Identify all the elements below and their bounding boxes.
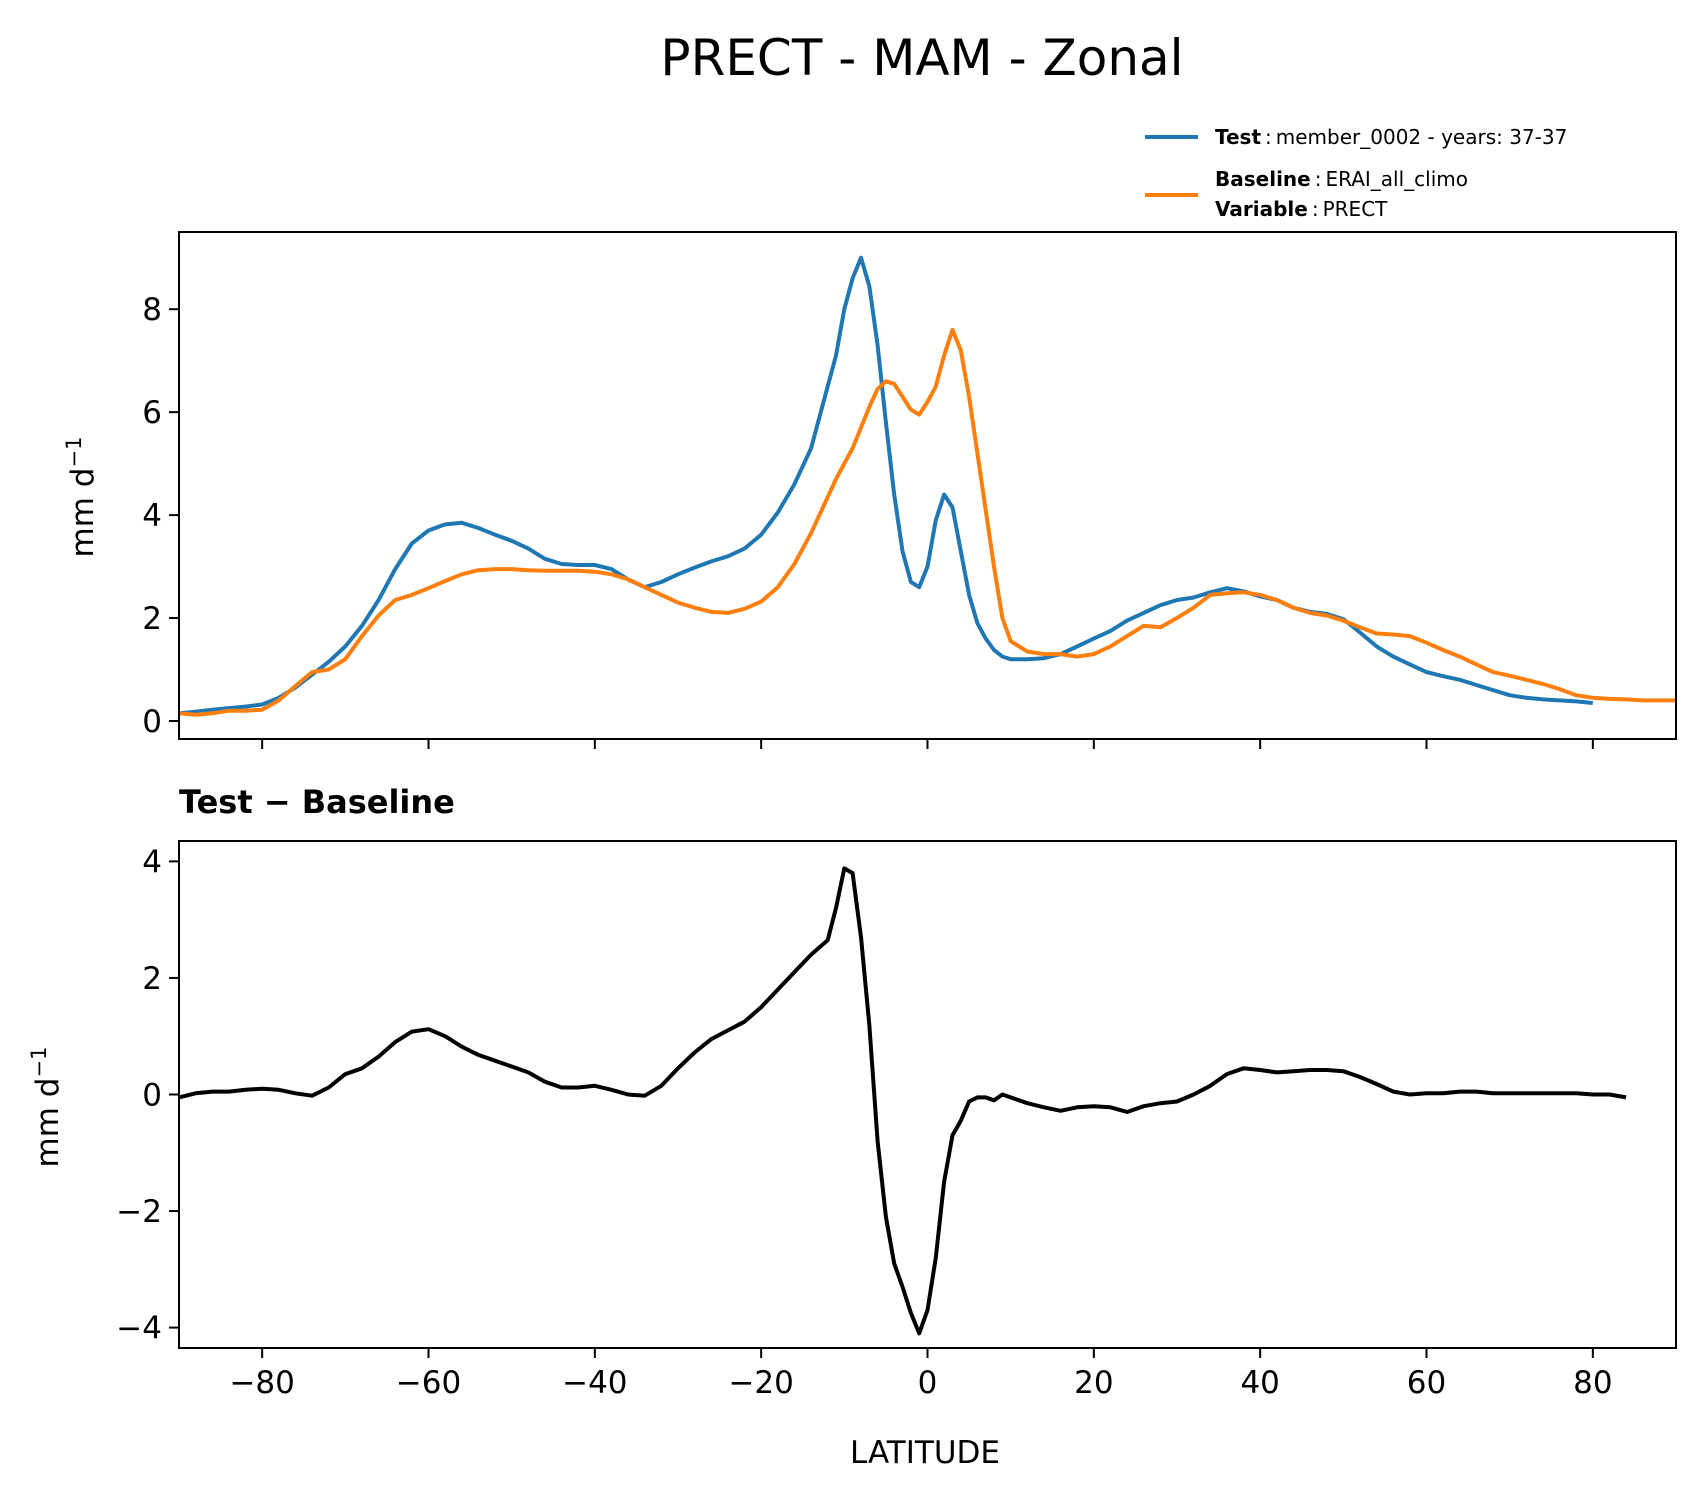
diff-panel-title: Test − Baseline [179,783,455,821]
top-y-tick-label: 0 [142,704,162,740]
bottom-y-axis-label: mm d−1 [27,1047,66,1168]
diff-x-tick-label: −80 [229,1365,294,1401]
figure-title: PRECT - MAM - Zonal [660,29,1183,87]
top-y-tick-label: 4 [142,498,162,534]
diff-x-tick-label: 80 [1573,1365,1612,1401]
diff-series-test-baseline [178,866,1627,1336]
legend-baseline-text: ERAI_all_climo [1325,167,1468,191]
top-y-tick-label: 6 [142,395,162,431]
legend-variable-sep: : [1312,197,1319,221]
top-y-axis-label-text: mm d [65,468,101,558]
diff-y-tick-label: 4 [142,844,162,880]
diff-x-tick-label: 60 [1407,1365,1446,1401]
top-axes-frame [178,231,1677,740]
legend-baseline-sep: : [1315,167,1322,191]
top-panel: 0 2 4 6 8 [142,231,1677,749]
diff-x-tick-label: 0 [918,1365,938,1401]
top-y-tick-label: 2 [142,601,162,637]
legend-variable-text: PRECT [1323,197,1389,221]
top-y-axis-label: mm d−1 [62,437,101,558]
diff-y-tick-label: 2 [142,961,162,997]
legend-test-key: Test [1215,125,1261,149]
top-series-test [178,255,1593,716]
legend: Test: member_0002 - years: 37-37 Baseline… [1145,125,1567,221]
svg-text:Test:member_0002 - years: 37-3: Test: member_0002 - years: 37-37 [1215,125,1567,149]
diff-axes-frame [178,840,1677,1349]
legend-test-text: member_0002 - years: 37-37 [1276,125,1568,149]
x-axis-label: LATITUDE [850,1435,1000,1471]
diff-y-tick-label: −4 [116,1311,162,1347]
legend-variable-key: Variable [1215,197,1308,221]
top-y-axis-label-sup: −1 [62,437,86,468]
diff-y-tick-label: −2 [116,1194,162,1230]
diff-y-tick-label: 0 [142,1078,162,1114]
legend-baseline-key: Baseline [1215,167,1311,191]
svg-text:Variable:PRECT: Variable: PRECT [1215,197,1388,221]
top-series-baseline [178,327,1676,717]
diff-x-tick-label: 40 [1240,1365,1279,1401]
diff-x-tick-label: −20 [728,1365,793,1401]
bottom-y-axis-label-text: mm d [30,1078,66,1168]
svg-text:Baseline:ERAI_all_climo: Baseline: ERAI_all_climo [1215,167,1468,191]
legend-test-sep: : [1265,125,1272,149]
diff-x-tick-label: −60 [396,1365,461,1401]
bottom-y-axis-label-sup: −1 [27,1047,51,1078]
diff-x-tick-label: 20 [1074,1365,1113,1401]
diff-x-tick-label: −40 [562,1365,627,1401]
top-y-tick-label: 8 [142,292,162,328]
